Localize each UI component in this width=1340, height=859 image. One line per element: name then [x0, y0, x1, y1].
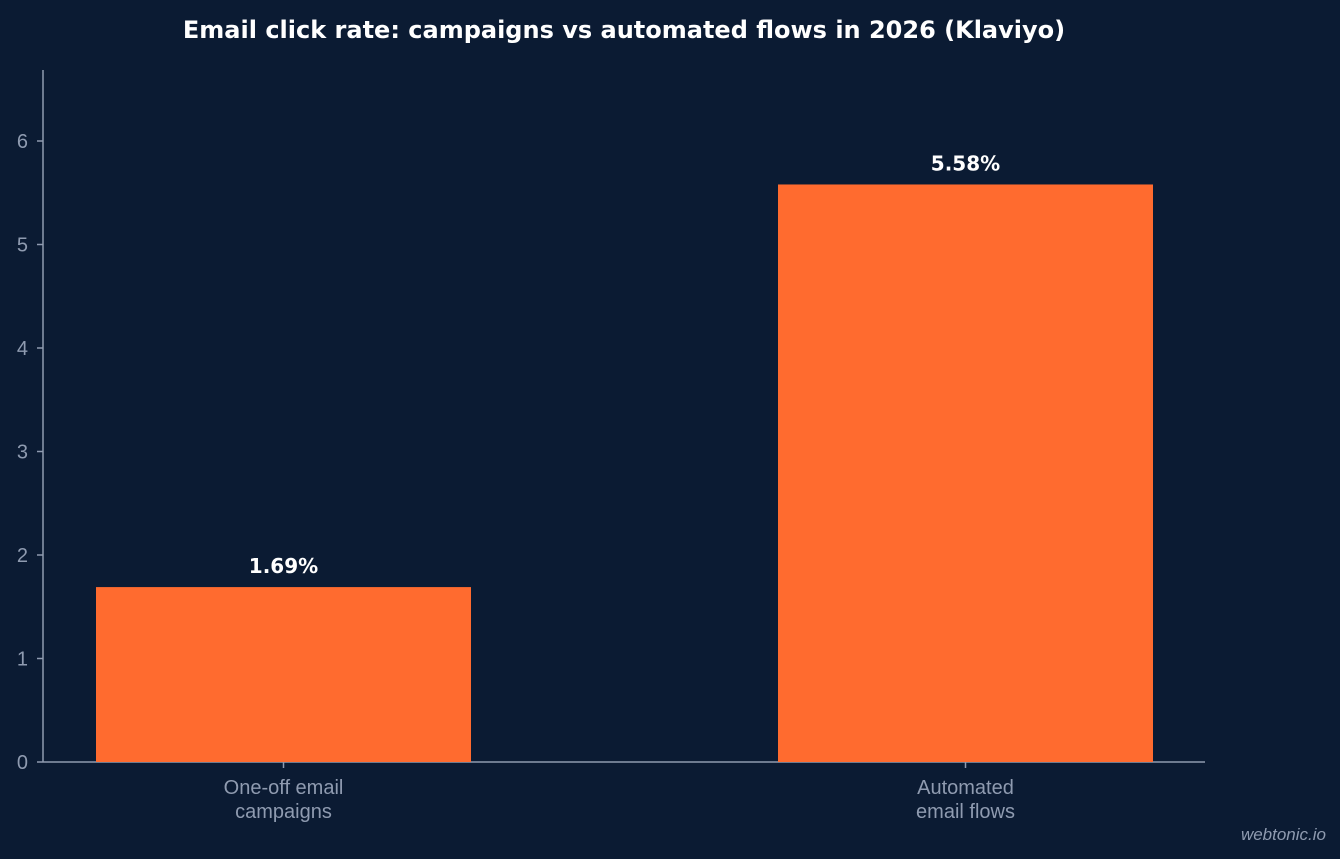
y-tick-label: 6 — [17, 131, 28, 153]
bar — [96, 587, 471, 762]
y-tick-label: 4 — [17, 338, 28, 360]
y-tick-label: 5 — [17, 235, 28, 257]
data-label: 5.58% — [931, 151, 1000, 175]
y-tick-label: 2 — [17, 545, 28, 567]
bars — [96, 184, 1153, 763]
watermark: webtonic.io — [1240, 825, 1326, 844]
bar — [778, 184, 1153, 763]
y-tick-label: 3 — [17, 442, 28, 464]
y-tick-label: 1 — [17, 649, 28, 671]
x-tick-label: campaigns — [235, 801, 332, 823]
x-tick-label: Automated — [917, 777, 1014, 799]
data-labels: 1.69% 5.58% — [249, 151, 1000, 578]
y-tick-label: 0 — [17, 752, 28, 774]
y-axis: 0 1 2 3 4 5 6 — [17, 70, 44, 774]
data-label: 1.69% — [249, 554, 318, 578]
x-tick-label: email flows — [916, 801, 1015, 823]
chart-title: Email click rate: campaigns vs automated… — [183, 16, 1065, 44]
x-tick-label: One-off email — [224, 777, 344, 799]
